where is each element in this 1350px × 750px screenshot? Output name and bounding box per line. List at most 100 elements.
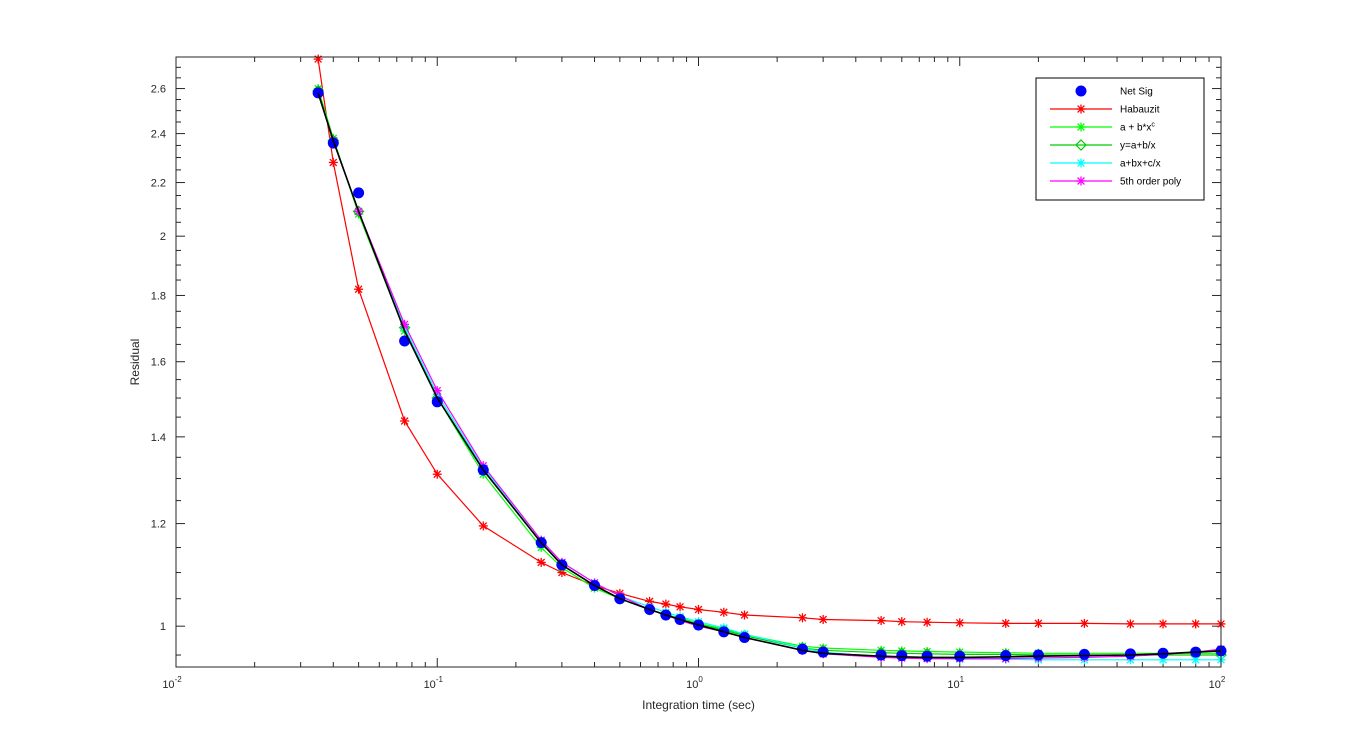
star-stroke: [1126, 620, 1135, 628]
point-habauzit: [922, 617, 932, 627]
star-stroke: [1077, 159, 1085, 167]
axes-box: [175, 56, 1222, 668]
legend-label: a + b*xc: [1120, 122, 1155, 134]
point-netsig: [954, 650, 966, 662]
star-stroke: [676, 602, 684, 611]
point-habauzit: [661, 599, 671, 609]
legend-label: Net Sig: [1120, 87, 1153, 98]
point-habauzit: [876, 616, 886, 626]
star-stroke: [694, 605, 703, 614]
star-stroke: [1034, 619, 1043, 628]
point-netsig: [353, 187, 365, 199]
star-stroke: [819, 615, 828, 624]
x-tick-labels: 10-2 10-1 100 101 102: [162, 675, 1226, 691]
star-stroke: [1080, 619, 1089, 628]
y-tick-label: 2.4: [151, 129, 166, 141]
legend-item-recip: y=a+b/x: [1050, 139, 1156, 152]
x-tick-label: 10-1: [424, 675, 444, 691]
point-habauzit: [400, 416, 410, 426]
star-stroke: [537, 558, 546, 567]
point-habauzit: [719, 607, 729, 617]
star-stroke: [955, 618, 964, 627]
y-tick-label: 1.6: [151, 357, 166, 369]
star-stroke: [923, 618, 931, 627]
point-habauzit: [328, 157, 338, 167]
star-stroke: [433, 470, 442, 479]
legend-marker: [1076, 158, 1086, 168]
star-stroke: [1001, 619, 1010, 628]
point-netsig: [1078, 648, 1090, 660]
point-habauzit: [1033, 618, 1043, 628]
axis-ticks: [175, 57, 1222, 667]
star-stroke: [798, 613, 807, 622]
series-line-trend: [317, 92, 1222, 659]
y-tick-label: 2.2: [151, 178, 166, 190]
star-stroke: [479, 522, 488, 530]
legend-item-power: a + b*xc: [1050, 122, 1155, 134]
legend-marker: [1076, 122, 1086, 132]
point-habauzit: [313, 54, 323, 64]
star-stroke: [1077, 123, 1085, 131]
point-netsig: [1124, 648, 1136, 660]
star-stroke: [1191, 620, 1200, 628]
y-tick-label: 1.2: [151, 519, 166, 531]
point-habauzit: [797, 613, 807, 623]
point-habauzit: [1191, 619, 1201, 629]
x-tick-label: 10-2: [162, 675, 182, 691]
y-tick-label: 1.4: [151, 432, 166, 444]
point-habauzit: [1158, 619, 1168, 629]
legend-label: 5th order poly: [1120, 177, 1181, 188]
point-habauzit: [1125, 619, 1135, 629]
legend-item-abc: a+bx+c/x: [1050, 158, 1161, 170]
x-axis-label: Integration time (sec): [642, 698, 755, 712]
x-tick-label: 100: [686, 675, 703, 691]
point-netsig: [921, 650, 933, 662]
y-axis-label: Residual: [128, 339, 142, 386]
legend-marker: [1076, 104, 1086, 114]
legend-label: Habauzit: [1120, 105, 1160, 116]
star-stroke: [719, 608, 728, 617]
point-habauzit: [354, 284, 364, 294]
point-habauzit: [1079, 618, 1089, 628]
point-recip: [352, 205, 365, 218]
star-stroke: [1077, 177, 1085, 185]
point-habauzit: [740, 610, 750, 620]
legend-label: a+bx+c/x: [1120, 159, 1161, 170]
star-stroke: [354, 285, 363, 294]
legend-item-netsig: Net Sig: [1075, 85, 1153, 98]
star-stroke: [877, 616, 885, 625]
series-habauzit: [313, 54, 1226, 629]
series-trend: [317, 92, 1222, 659]
star-stroke: [1191, 655, 1200, 664]
point-habauzit: [955, 618, 965, 628]
y-tick-label: 2: [160, 231, 166, 243]
point-netsig: [875, 649, 887, 661]
y-tick-label: 2.6: [151, 84, 166, 96]
point-habauzit: [675, 602, 685, 612]
legend-label: y=a+b/x: [1120, 141, 1156, 152]
x-tick-label: 101: [947, 675, 964, 691]
point-habauzit: [1001, 618, 1011, 628]
legend-marker: [1076, 176, 1086, 186]
point-netsig: [1032, 649, 1044, 661]
star-stroke: [1077, 105, 1085, 113]
legend-item-poly: 5th order poly: [1050, 176, 1181, 188]
point-habauzit: [694, 605, 703, 615]
point-habauzit: [536, 557, 546, 567]
point-netsig: [896, 650, 908, 662]
legend-marker: [1075, 139, 1087, 151]
point-habauzit: [818, 614, 828, 624]
star-stroke: [400, 417, 409, 425]
series-layer: [312, 54, 1227, 665]
y-tick-label: 1.8: [151, 290, 166, 302]
point-habauzit: [478, 521, 488, 531]
legend-item-habauzit: Habauzit: [1050, 104, 1160, 116]
star-stroke: [329, 158, 338, 167]
point-netsig: [1000, 650, 1012, 662]
star-stroke: [1159, 620, 1167, 628]
star-stroke: [662, 600, 670, 608]
legend-box: [1035, 77, 1205, 201]
point-habauzit: [897, 617, 907, 627]
legend-marker: [1075, 85, 1087, 97]
